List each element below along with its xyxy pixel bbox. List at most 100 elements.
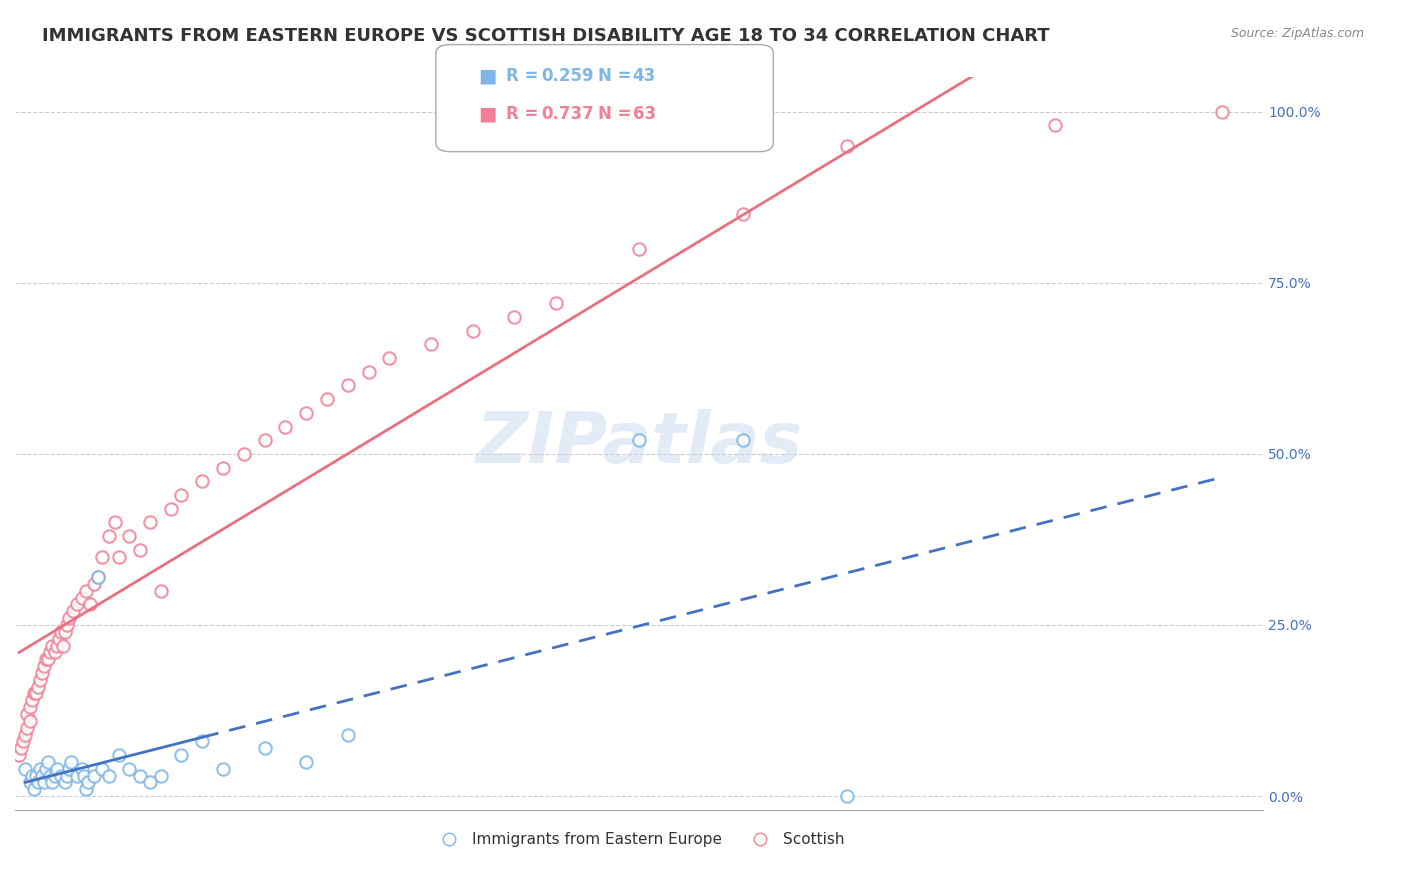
Point: [35, 762, 58, 776]
Point: [18, 714, 41, 728]
Point: [274, 419, 297, 434]
Point: [32, 659, 55, 673]
Point: [75, 782, 97, 797]
Point: [53, 775, 76, 789]
Point: [39, 645, 62, 659]
Point: [139, 775, 162, 789]
Text: R =: R =: [506, 67, 544, 85]
Point: [295, 755, 318, 769]
Point: [41, 639, 63, 653]
Point: [628, 433, 651, 447]
Text: Source: ZipAtlas.com: Source: ZipAtlas.com: [1230, 27, 1364, 40]
Point: [118, 762, 141, 776]
Point: [97, 529, 120, 543]
Text: ZIPatlas: ZIPatlas: [475, 409, 803, 478]
Point: [66, 598, 89, 612]
Point: [13, 734, 35, 748]
Point: [97, 768, 120, 782]
Point: [35, 652, 58, 666]
Point: [170, 488, 193, 502]
Point: [31, 665, 53, 680]
Text: IMMIGRANTS FROM EASTERN EUROPE VS SCOTTISH DISABILITY AGE 18 TO 34 CORRELATION C: IMMIGRANTS FROM EASTERN EUROPE VS SCOTTI…: [42, 27, 1050, 45]
Point: [336, 727, 359, 741]
Point: [160, 501, 183, 516]
Point: [91, 762, 114, 776]
Point: [37, 755, 59, 769]
Point: [49, 768, 72, 782]
Point: [87, 570, 110, 584]
Point: [41, 775, 63, 789]
Point: [212, 762, 235, 776]
Point: [232, 447, 254, 461]
Point: [253, 741, 276, 756]
Point: [48, 632, 70, 646]
Point: [378, 351, 401, 365]
Point: [37, 652, 59, 666]
Point: [28, 762, 51, 776]
Point: [191, 734, 214, 748]
Point: [18, 775, 41, 789]
Text: ■: ■: [478, 66, 496, 86]
Text: 63: 63: [633, 105, 655, 123]
Point: [461, 324, 484, 338]
Point: [14, 762, 37, 776]
Point: [21, 768, 44, 782]
Point: [733, 207, 755, 221]
Point: [1211, 104, 1233, 119]
Point: [83, 577, 105, 591]
Point: [17, 706, 39, 721]
Point: [60, 755, 83, 769]
Point: [295, 406, 318, 420]
Text: N =: N =: [598, 67, 637, 85]
Point: [1043, 119, 1066, 133]
Point: [733, 433, 755, 447]
Point: [44, 768, 66, 782]
Point: [14, 727, 37, 741]
Point: [253, 433, 276, 447]
Point: [45, 762, 67, 776]
Text: 0.737: 0.737: [541, 105, 595, 123]
Point: [44, 645, 66, 659]
Point: [28, 673, 51, 687]
Point: [18, 700, 41, 714]
Point: [503, 310, 526, 324]
Point: [22, 782, 45, 797]
Point: [104, 516, 127, 530]
Point: [128, 542, 150, 557]
Point: [24, 686, 46, 700]
Point: [79, 598, 101, 612]
Point: [420, 337, 443, 351]
Point: [70, 591, 93, 605]
Point: [21, 693, 44, 707]
Point: [24, 768, 46, 782]
Point: [336, 378, 359, 392]
Point: [10, 741, 32, 756]
Point: [149, 583, 172, 598]
Point: [27, 775, 49, 789]
Point: [170, 747, 193, 762]
Point: [49, 624, 72, 639]
Point: [72, 768, 94, 782]
Point: [70, 762, 93, 776]
Point: [628, 242, 651, 256]
Point: [17, 721, 39, 735]
Point: [56, 768, 79, 782]
Point: [58, 762, 80, 776]
Point: [58, 611, 80, 625]
Point: [76, 775, 98, 789]
Point: [75, 583, 97, 598]
Text: ■: ■: [478, 104, 496, 124]
Point: [8, 747, 31, 762]
Point: [544, 296, 567, 310]
Point: [32, 775, 55, 789]
Point: [108, 549, 131, 564]
Point: [66, 768, 89, 782]
Point: [118, 529, 141, 543]
Point: [357, 365, 380, 379]
Point: [128, 768, 150, 782]
Point: [91, 549, 114, 564]
Point: [87, 570, 110, 584]
Point: [212, 460, 235, 475]
Point: [56, 618, 79, 632]
Point: [39, 768, 62, 782]
